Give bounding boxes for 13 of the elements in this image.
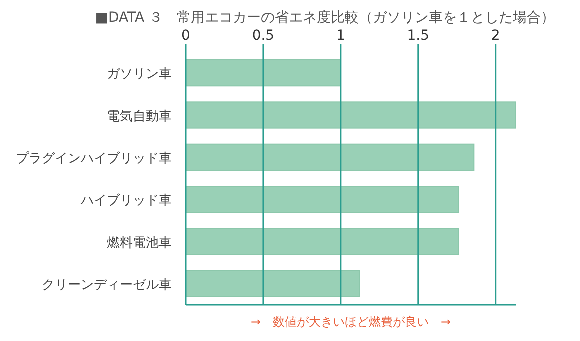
y-tick-label: 電気自動車 xyxy=(107,109,172,124)
y-tick-label: 燃料電池車 xyxy=(107,236,172,251)
y-tick-label: ハイブリッド車 xyxy=(80,194,172,209)
text: → 数値が大きいほど燃費が良い → xyxy=(250,315,452,329)
y-tick-label: ガソリン車 xyxy=(107,67,172,82)
y-tick-label: クリーンディーゼル車 xyxy=(42,278,172,293)
x-tick-label: 1.5 xyxy=(407,28,430,44)
x-tick-label: 1 xyxy=(336,28,346,44)
y-tick-label: プラグインハイブリッド車 xyxy=(16,151,172,166)
x-tick-label: 0 xyxy=(182,28,190,44)
x-tick-label: 0.5 xyxy=(252,28,275,44)
chart-title: ■DATA ３ 常用エコカーの省エネ度比較（ガソリン車を１とした場合） xyxy=(95,10,555,26)
x-tick-label: 2 xyxy=(491,28,500,44)
